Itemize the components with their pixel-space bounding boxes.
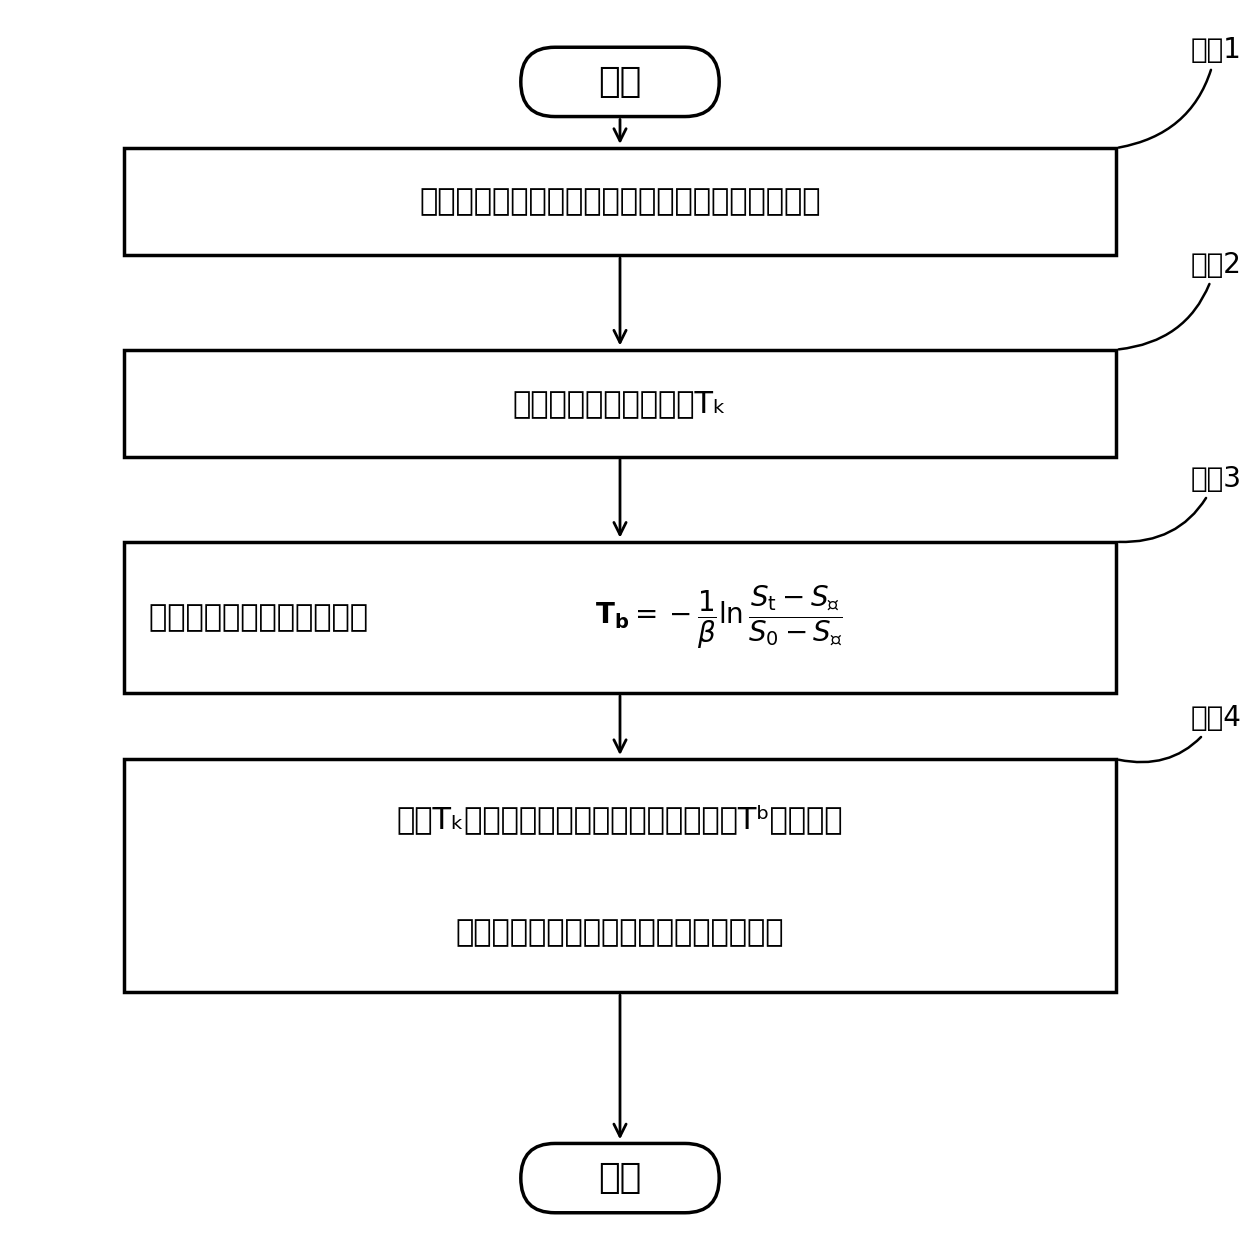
Text: 步骤2: 步骤2 bbox=[1118, 251, 1240, 349]
Text: 结束: 结束 bbox=[599, 1162, 641, 1194]
Text: 计算停止喷淋（洒水）时间: 计算停止喷淋（洒水）时间 bbox=[149, 602, 377, 633]
FancyBboxPatch shape bbox=[124, 542, 1116, 693]
Text: 步骤1: 步骤1 bbox=[1118, 37, 1240, 147]
Text: 按照Tₖ对混凝土进行喷淋（洒水），按照Tᵇ停止喷淋: 按照Tₖ对混凝土进行喷淋（洒水），按照Tᵇ停止喷淋 bbox=[397, 804, 843, 834]
Text: 实时采集环境气温、环境空气湿度、以及环境风速: 实时采集环境气温、环境空气湿度、以及环境风速 bbox=[419, 186, 821, 217]
FancyBboxPatch shape bbox=[521, 47, 719, 116]
FancyBboxPatch shape bbox=[124, 147, 1116, 255]
Text: 开始: 开始 bbox=[599, 66, 641, 98]
Text: $\mathbf{T_b}=-\dfrac{1}{\beta}\ln\dfrac{S_{\mathrm{t}}-S_{\text{环}}}{S_{\mathrm: $\mathbf{T_b}=-\dfrac{1}{\beta}\ln\dfrac… bbox=[595, 583, 843, 651]
Text: 确定喷淋（洒水）时间Tₖ: 确定喷淋（洒水）时间Tₖ bbox=[513, 388, 727, 418]
FancyBboxPatch shape bbox=[124, 759, 1116, 993]
Text: 步骤4: 步骤4 bbox=[1118, 704, 1240, 762]
FancyBboxPatch shape bbox=[124, 349, 1116, 456]
FancyBboxPatch shape bbox=[521, 1144, 719, 1212]
Text: 步骤3: 步骤3 bbox=[1118, 465, 1240, 542]
Text: （洒水），不断循环，直至达到养护龄期: （洒水），不断循环，直至达到养护龄期 bbox=[456, 917, 784, 948]
